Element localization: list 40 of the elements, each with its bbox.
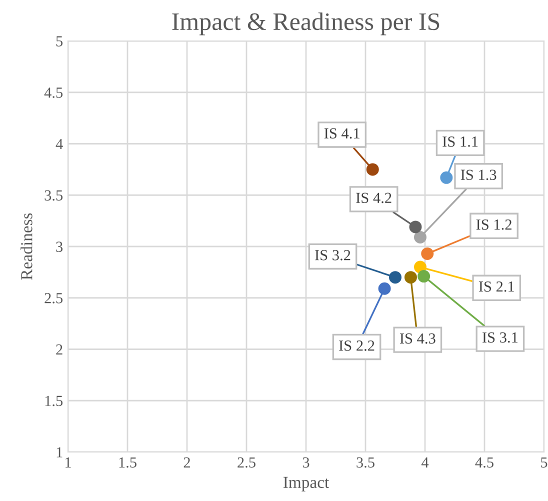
y-tick-label: 3.5 [44,190,63,201]
y-tick-label: 2 [56,344,62,355]
series-label: IS 1.1 [442,136,478,147]
chart-title: Impact & Readiness per IS [172,12,440,36]
y-tick-label: 1 [56,447,62,458]
text: IS 2.2 [339,340,374,351]
point [414,231,426,244]
x-tick-label: 2 [184,457,190,468]
y-tick-label: 3 [56,242,63,252]
x-tick-label: 4.5 [475,457,494,468]
y-tick-label: 1.5 [45,396,63,406]
x-tick-label: 5 [541,457,548,468]
x-tick-label: 4 [421,457,429,468]
y-tick-label: 5 [56,36,63,46]
y-tick-label: 4.5 [44,88,63,98]
series-label: IS 4.1 [324,128,360,139]
point [421,247,434,260]
point [440,171,453,184]
x-tick-label: 1 [66,457,71,468]
point [409,220,422,234]
y-tick-label: 2.5 [44,293,63,304]
text: IS 3.2 [315,250,350,260]
x-tick-label: 1.5 [119,457,136,468]
x-tick-label: 2.5 [238,457,256,468]
x-tick-label: 3.5 [356,457,374,468]
x-tick-label: 3 [302,457,310,468]
text: IS 2.1 [478,281,514,292]
point [378,282,391,295]
point [418,270,430,283]
series-label: IS 4.2 [356,192,392,204]
text: IS 1.3 [460,170,496,180]
text: IS 4.3 [400,333,436,344]
text: IS 1.2 [476,219,512,230]
y-tick-label: 4 [56,138,63,150]
text: IS 3.1 [482,332,518,343]
x-axis-title: Impact [283,476,330,492]
y-axis-title: Readiness [20,213,32,280]
point [404,271,417,284]
point [366,163,379,176]
point [389,271,402,284]
